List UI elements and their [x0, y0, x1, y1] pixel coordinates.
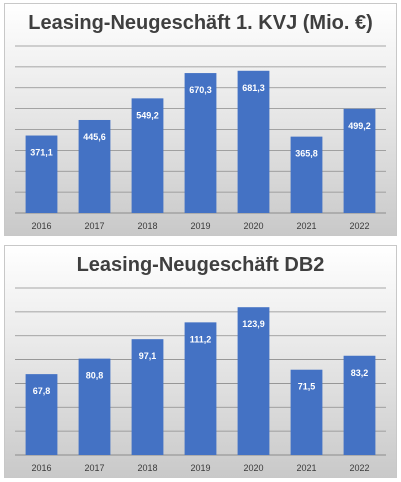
- x-tick-label-2019: 2019: [190, 463, 210, 473]
- bar-2016: [25, 135, 58, 213]
- x-tick-label-2018: 2018: [137, 463, 157, 473]
- x-tick-label-2016: 2016: [31, 221, 51, 231]
- x-tick-label-2020: 2020: [243, 463, 263, 473]
- x-tick-label-2021: 2021: [296, 463, 316, 473]
- bar-2018: [131, 339, 164, 455]
- chart-title: Leasing-Neugeschäft DB2: [76, 254, 325, 276]
- bar-2019: [184, 73, 217, 213]
- data-label-2021: 71,5: [298, 382, 316, 392]
- bar-2020: [237, 70, 270, 213]
- bar-2017: [78, 358, 111, 455]
- bar-2019: [184, 322, 217, 455]
- x-tick-label-2017: 2017: [84, 463, 104, 473]
- x-tick-label-2016: 2016: [31, 463, 51, 473]
- data-label-2018: 97,1: [139, 351, 157, 361]
- data-label-2017: 445,6: [83, 132, 106, 142]
- bar-2021: [290, 369, 323, 455]
- data-label-2018: 549,2: [136, 110, 159, 120]
- x-tick-label-2022: 2022: [349, 221, 369, 231]
- bar-chart-leasing-db2: 67,8 2016 80,8 2017 97,1 2018 111,2 2019 123,9 20…: [15, 287, 386, 473]
- bar-2021: [290, 136, 323, 213]
- bar-2017: [78, 119, 111, 213]
- x-tick-label-2022: 2022: [349, 463, 369, 473]
- data-label-2016: 67,8: [33, 386, 51, 396]
- data-label-2022: 499,2: [348, 121, 371, 131]
- data-label-2019: 111,2: [190, 334, 212, 344]
- data-label-2022: 83,2: [351, 368, 369, 378]
- data-label-2020: 681,3: [242, 83, 265, 93]
- data-label-2017: 80,8: [86, 371, 104, 381]
- data-label-2021: 365,8: [295, 149, 318, 159]
- chart-panel-leasing-db2: Leasing-Neugeschäft DB2 67,8 2016 80,8 2017…: [4, 245, 397, 478]
- x-tick-label-2017: 2017: [84, 221, 104, 231]
- data-label-2020: 123,9: [242, 319, 265, 329]
- x-tick-label-2021: 2021: [296, 221, 316, 231]
- bar-chart-leasing-kvj: 371,1 2016 445,6 2017 549,2 2018 670,3 2019 681,…: [15, 45, 386, 231]
- bar-2020: [237, 307, 270, 455]
- x-tick-label-2018: 2018: [137, 221, 157, 231]
- bar-2022: [343, 108, 376, 213]
- chart-title: Leasing-Neugeschäft 1. KVJ (Mio. €): [28, 12, 373, 34]
- bar-2018: [131, 98, 164, 213]
- bar-2016: [25, 374, 58, 455]
- x-tick-label-2019: 2019: [190, 221, 210, 231]
- chart-panel-leasing-kvj: Leasing-Neugeschäft 1. KVJ (Mio. €) 371,…: [4, 3, 397, 236]
- data-label-2019: 670,3: [189, 85, 212, 95]
- x-tick-label-2020: 2020: [243, 221, 263, 231]
- bar-2022: [343, 355, 376, 455]
- data-label-2016: 371,1: [30, 148, 53, 158]
